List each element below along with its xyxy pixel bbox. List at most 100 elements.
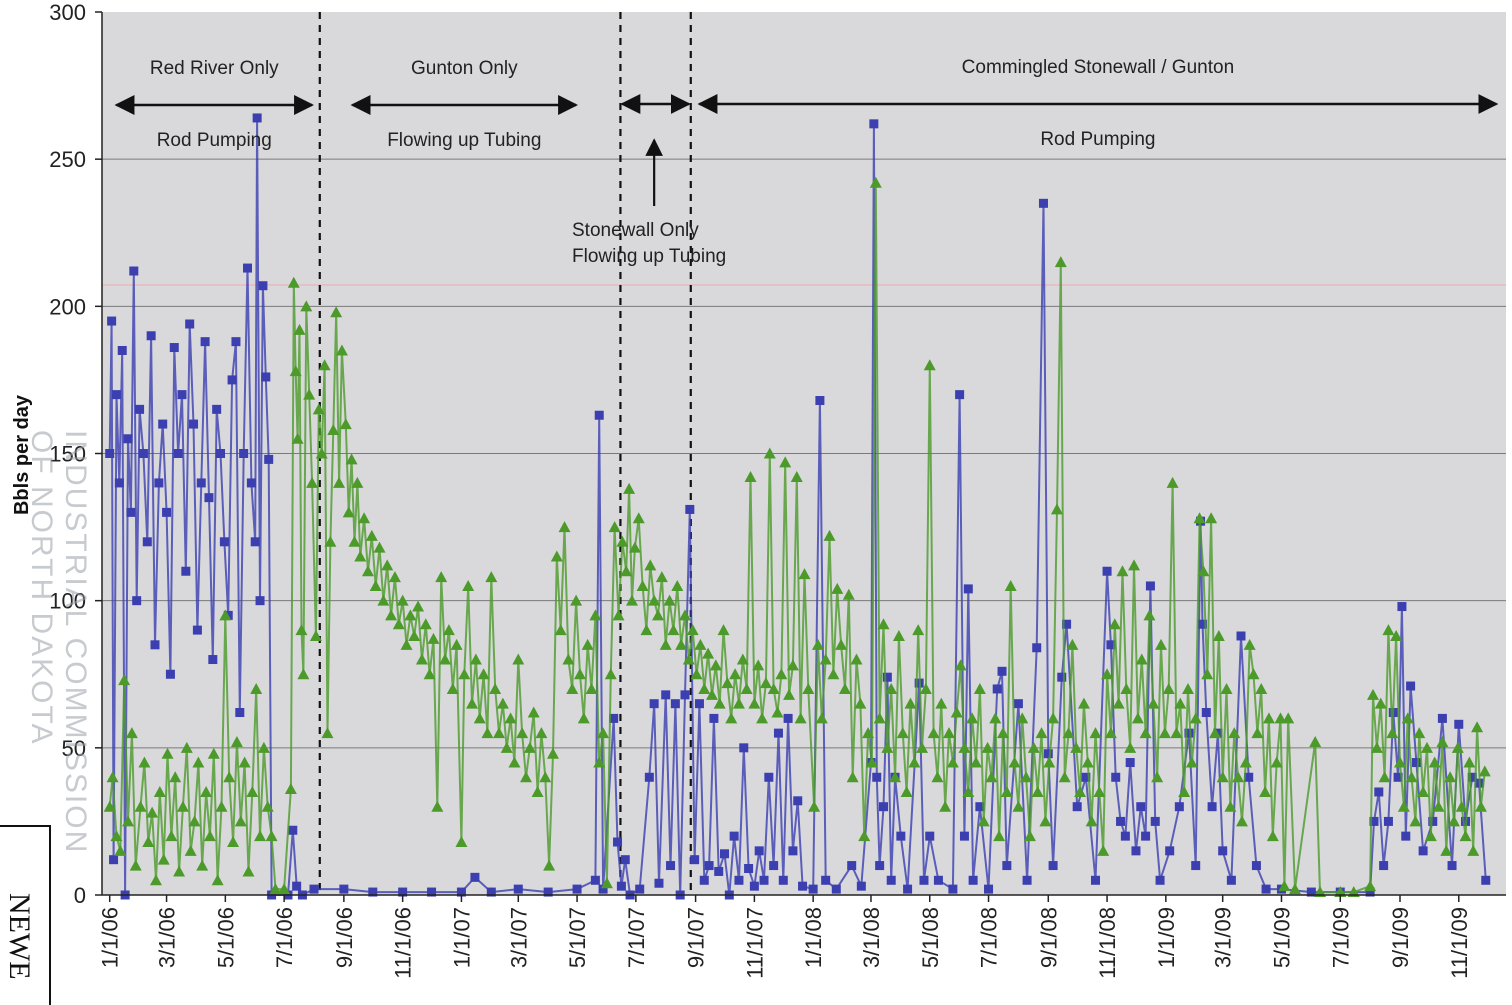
series-point-1 [1432,800,1445,812]
series-point-1 [966,712,979,724]
series-point-0 [1032,643,1042,653]
series-point-0 [456,887,466,897]
series-point-0 [925,831,935,841]
series-point-1 [698,682,711,694]
series-point-1 [339,418,352,430]
series-point-1 [1386,727,1399,739]
series-point-1 [1043,756,1056,768]
series-point-1 [196,859,209,871]
series-point-1 [1459,830,1472,842]
series-point-1 [477,668,490,680]
series-point-0 [778,875,788,885]
series-point-1 [790,471,803,483]
phase-label: Gunton Only [411,58,518,79]
x-tick-label: 7/1/08 [977,907,1002,968]
x-tick-label: 3/1/07 [506,907,531,968]
x-tick-label: 9/1/08 [1036,907,1061,968]
series-point-1 [230,735,243,747]
series-point-0 [216,449,226,458]
series-point-0 [1125,758,1135,768]
series-point-0 [1043,749,1053,759]
series-point-1 [927,727,940,739]
series-point-1 [408,629,421,641]
series-point-0 [635,884,645,894]
series-point-0 [1102,566,1112,576]
series-point-1 [585,682,598,694]
series-point-1 [705,688,718,700]
series-point-1 [973,682,986,694]
series-point-1 [570,594,583,606]
series-point-1 [1463,756,1476,768]
series-point-1 [543,859,556,871]
series-point-1 [1097,844,1110,856]
series-point-0 [1393,772,1403,782]
phase-label: Commingled Stonewall / Gunton [962,57,1234,78]
series-point-1 [1193,512,1206,524]
series-point-1 [815,712,828,724]
series-point-1 [1077,697,1090,709]
series-point-1 [1447,815,1460,827]
series-point-1 [348,535,361,547]
series-point-1 [1112,697,1125,709]
series-point-1 [1409,815,1422,827]
series-point-1 [1220,682,1233,694]
series-point-1 [535,727,548,739]
series-point-1 [1309,735,1322,747]
series-point-1 [358,512,371,524]
series-point-0 [1081,772,1091,782]
series-point-1 [458,668,471,680]
x-tick-label: 9/1/09 [1388,907,1413,968]
series-point-1 [908,756,921,768]
series-point-0 [1481,875,1491,885]
x-tick-label: 5/1/09 [1269,907,1294,968]
series-point-0 [309,884,319,894]
series-point-1 [904,697,917,709]
series-point-1 [211,874,224,886]
series-point-0 [613,837,623,847]
series-point-0 [1379,861,1389,871]
x-tick-label: 1/1/09 [1154,907,1179,968]
series-point-0 [654,878,664,888]
series-point-1 [1070,741,1083,753]
series-point-1 [604,668,617,680]
series-point-0 [694,699,704,709]
series-point-1 [763,447,776,459]
series-point-0 [117,345,127,355]
series-point-1 [351,476,364,488]
series-point-1 [1478,765,1491,777]
series-point-1 [1364,880,1377,892]
series-point-1 [682,653,695,665]
series-point-0 [699,875,709,885]
series-point-1 [184,844,197,856]
series-point-0 [1447,861,1457,871]
series-point-1 [616,535,629,547]
series-point-1 [1039,815,1052,827]
series-point-0 [177,390,187,400]
series-point-0 [680,690,690,700]
series-point-0 [773,728,783,738]
series-point-1 [192,756,205,768]
series-point-1 [462,579,475,591]
series-point-1 [842,588,855,600]
series-point-0 [872,772,882,782]
x-tick-label: 9/1/07 [684,907,709,968]
series-point-1 [865,756,878,768]
series-point-1 [1031,785,1044,797]
series-point-1 [989,712,1002,724]
series-point-1 [287,276,300,288]
series-point-0 [261,372,271,382]
series-point-1 [295,624,308,636]
series-point-0 [759,875,769,885]
series-point-1 [589,609,602,621]
series-point-0 [1165,846,1175,856]
series-point-1 [306,476,319,488]
series-point-0 [1062,619,1072,629]
series-point-1 [223,771,236,783]
series-point-0 [831,884,841,894]
series-point-1 [919,682,932,694]
series-point-0 [975,802,985,812]
series-point-1 [1378,771,1391,783]
series-point-1 [862,727,875,739]
series-point-1 [628,541,641,553]
series-point-1 [846,771,859,783]
